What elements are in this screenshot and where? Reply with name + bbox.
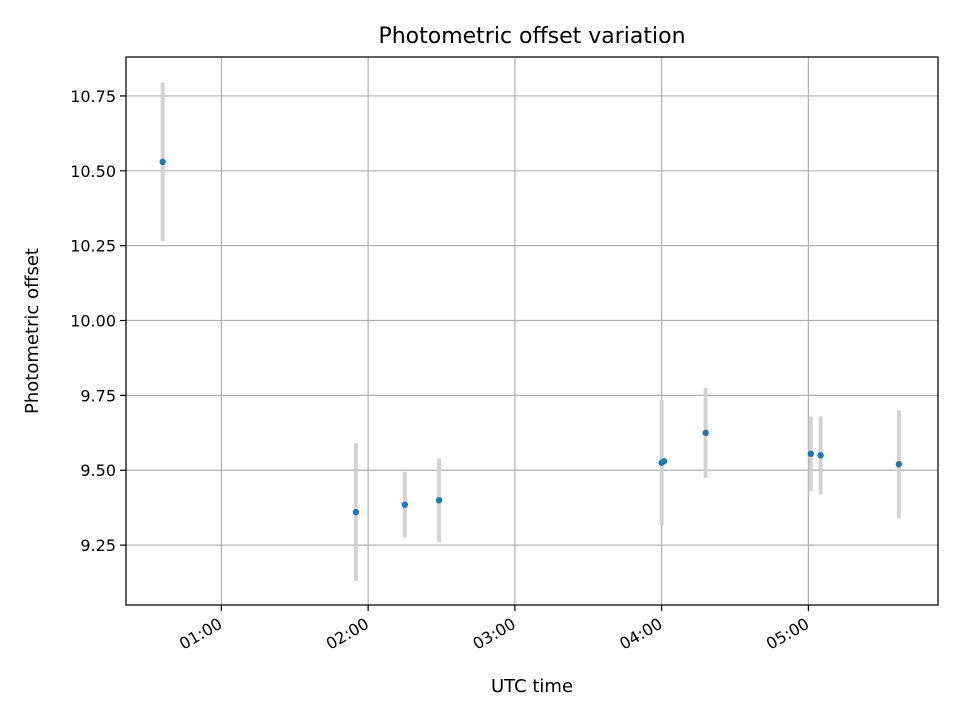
- plot-frame: [125, 56, 939, 606]
- y-axis-ticks: 9.25 9.50 9.75 10.00 10.25 10.50 10.75: [70, 87, 126, 555]
- y-tick-label: 9.50: [80, 461, 116, 480]
- data-point: [660, 458, 668, 465]
- data-point: [401, 501, 409, 508]
- grid-lines: [126, 57, 938, 605]
- y-tick-label: 10.75: [70, 87, 116, 106]
- y-tick-label: 9.75: [80, 386, 116, 405]
- chart-title: Photometric offset variation: [378, 24, 685, 49]
- y-tick-label: 10.50: [70, 162, 116, 181]
- data-point: [817, 452, 824, 459]
- y-axis-label: Photometric offset: [22, 248, 43, 414]
- data-point: [435, 496, 443, 504]
- data-point: [807, 450, 815, 457]
- y-tick-label: 10.00: [70, 312, 116, 331]
- data-point: [702, 429, 709, 437]
- x-axis-label: UTC time: [491, 676, 573, 697]
- data-point: [159, 158, 166, 166]
- data-point: [895, 461, 903, 468]
- data-point: [352, 508, 360, 516]
- y-tick-label: 10.25: [70, 237, 116, 256]
- y-tick-label: 9.25: [80, 536, 116, 555]
- data-points: [159, 158, 903, 516]
